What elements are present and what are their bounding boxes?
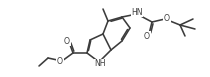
- Text: O: O: [164, 13, 170, 22]
- Text: HN: HN: [131, 7, 143, 16]
- Text: O: O: [57, 57, 63, 66]
- Text: O: O: [64, 36, 70, 46]
- Text: O: O: [144, 31, 150, 41]
- Text: NH: NH: [94, 60, 106, 69]
